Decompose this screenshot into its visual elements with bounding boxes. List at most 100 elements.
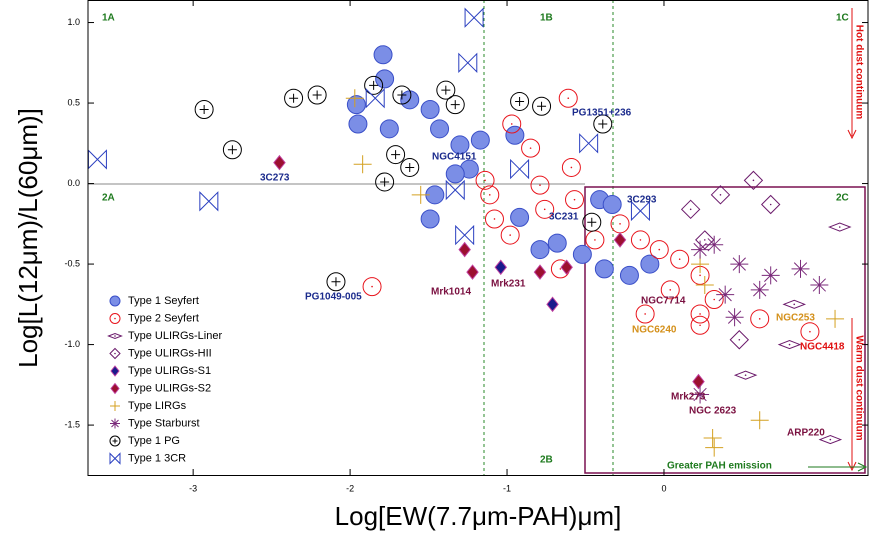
marker-shape [112, 438, 118, 444]
marker [725, 308, 744, 327]
marker [107, 332, 123, 340]
marker-shape [521, 138, 541, 158]
marker [379, 119, 399, 139]
marker [445, 179, 465, 201]
marker-shape [777, 340, 802, 350]
marker-center [829, 438, 832, 441]
annotation: NGC6240 [632, 325, 677, 336]
marker-center [114, 335, 116, 337]
marker-shape [750, 280, 769, 299]
marker-shape [375, 69, 395, 89]
marker-shape [420, 209, 440, 229]
y-tick-label: 0.5 [67, 97, 80, 107]
marker [365, 88, 385, 109]
marker-shape [87, 149, 107, 170]
marker-shape [510, 91, 530, 111]
legend-label: Type 1 3CR [128, 452, 186, 464]
marker [582, 212, 602, 232]
marker [502, 114, 522, 134]
marker-shape [593, 114, 613, 134]
marker-shape [109, 313, 121, 324]
marker-shape [505, 125, 525, 145]
marker-shape [307, 85, 327, 105]
marker-shape [560, 259, 573, 276]
marker-center [699, 274, 701, 277]
marker [436, 80, 456, 100]
marker-center [488, 194, 491, 196]
legend-label: Type 1 Seyfert [128, 295, 199, 307]
marker [420, 209, 440, 229]
marker-shape [375, 172, 395, 192]
marker-center [539, 184, 541, 186]
legend-label: Type ULIRGs-S1 [128, 365, 211, 377]
marker-shape [613, 232, 627, 248]
marker [826, 309, 845, 328]
marker-center [703, 239, 706, 241]
arrow [847, 318, 857, 472]
marker-shape [458, 52, 478, 74]
marker-shape [716, 285, 735, 304]
marker [690, 304, 710, 324]
marker-shape [800, 322, 820, 342]
marker-shape [500, 225, 520, 245]
marker [110, 382, 120, 395]
marker-shape [436, 80, 456, 100]
annotation: NGC253 [776, 313, 815, 324]
annotation: NGC 2623 [689, 406, 737, 417]
marker-shape [222, 140, 242, 160]
marker-shape [199, 191, 219, 212]
marker [364, 75, 384, 95]
marker [743, 170, 764, 191]
marker [565, 190, 585, 210]
marker-shape [733, 370, 758, 380]
marker-shape [284, 88, 304, 108]
marker [729, 330, 750, 350]
marker-shape [602, 194, 622, 214]
marker [475, 170, 495, 190]
marker-center [639, 239, 642, 241]
marker [458, 241, 471, 258]
marker [630, 230, 650, 250]
marker-shape [535, 199, 555, 219]
marker [818, 435, 843, 445]
marker [750, 280, 769, 299]
marker [362, 277, 382, 297]
annotation: NGC7714 [641, 296, 686, 307]
marker-shape [594, 259, 614, 279]
marker-shape [561, 157, 581, 177]
marker-shape [619, 265, 639, 285]
marker-shape [640, 254, 660, 274]
marker [660, 280, 680, 300]
marker-center [793, 303, 796, 306]
marker [705, 438, 724, 457]
marker-shape [289, 93, 299, 103]
marker-shape [530, 175, 550, 195]
marker [546, 296, 559, 313]
marker [761, 266, 780, 285]
marker [619, 265, 639, 285]
marker [199, 191, 219, 212]
marker-center [809, 330, 811, 333]
annotation: Hot dust continuum [853, 25, 864, 120]
annotation: 2B [540, 455, 553, 466]
marker [345, 89, 364, 108]
legend-label: Type 1 PG [128, 435, 180, 447]
marker-shape [782, 299, 807, 309]
marker-shape [326, 272, 346, 292]
marker-shape [695, 276, 714, 294]
marker-center [719, 194, 722, 196]
marker [750, 309, 770, 329]
marker [284, 88, 304, 108]
marker-shape [445, 95, 465, 115]
marker [307, 85, 327, 105]
marker [560, 259, 573, 276]
annotation: Warm dust continuum [853, 335, 864, 440]
marker [505, 125, 525, 145]
marker-shape [450, 100, 460, 110]
annotation: 1A [102, 13, 115, 24]
annotation: 2C [836, 193, 849, 204]
marker-center [744, 374, 747, 376]
marker [593, 114, 613, 134]
marker [510, 158, 530, 180]
